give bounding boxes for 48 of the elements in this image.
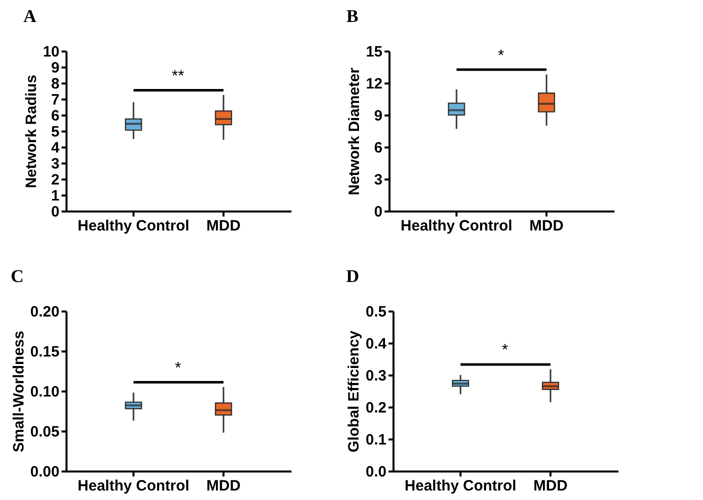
y-tick-label: 0.4	[366, 336, 388, 352]
y-tick-label: 0	[374, 204, 382, 220]
y-tick-label: 12	[366, 76, 382, 92]
y-tick-label: 0.00	[30, 464, 60, 480]
y-tick-label: 2	[51, 172, 60, 188]
y-tick-label: 6	[51, 108, 60, 124]
y-tick-label: 6	[374, 140, 382, 156]
y-tick-label: 10	[42, 44, 60, 60]
y-axis-title: Network Diameter	[346, 68, 363, 196]
y-tick-label: 8	[51, 76, 60, 92]
chart-title: D	[346, 266, 360, 286]
y-tick-label: 9	[51, 60, 60, 76]
y-tick-label: 0.10	[30, 384, 60, 400]
y-tick-label: 9	[374, 108, 382, 124]
chart-title: A	[23, 6, 36, 26]
y-tick-label: 0.3	[366, 368, 386, 384]
y-tick-label: 0.15	[30, 344, 60, 360]
y-tick-label: 0.1	[366, 432, 386, 448]
y-axis-title: Global Efficiency	[346, 330, 363, 452]
x-tick-label: MDD	[206, 218, 241, 234]
x-tick-label: MDD	[533, 478, 568, 494]
y-tick-label: 0.5	[366, 304, 386, 320]
x-tick-label: Healthy Control	[78, 478, 190, 494]
y-tick-label: 1	[51, 188, 60, 204]
chart-title: C	[10, 266, 24, 286]
x-tick-label: Healthy Control	[400, 218, 512, 234]
x-tick-label: Healthy Control	[78, 218, 190, 234]
y-tick-label: 0.20	[30, 304, 60, 320]
y-tick-label: 4	[51, 140, 60, 156]
annotation: *	[174, 360, 182, 377]
x-tick-label: Healthy Control	[404, 478, 516, 494]
annotation: **	[172, 68, 184, 85]
x-tick-label: MDD	[529, 218, 564, 234]
y-tick-label: 3	[51, 156, 60, 172]
y-tick-label: 5	[51, 124, 60, 140]
y-tick-label: 0.05	[30, 424, 60, 440]
annotation: *	[502, 342, 508, 360]
y-tick-label: 7	[51, 92, 60, 108]
y-tick-label: 3	[374, 172, 382, 188]
x-tick-label: MDD	[206, 478, 241, 494]
annotation: *	[498, 47, 504, 64]
y-tick-label: 0.2	[366, 400, 386, 416]
y-tick-label: 0	[51, 204, 60, 220]
y-axis-title: Network Radius	[22, 74, 40, 188]
y-tick-label: 0.0	[366, 464, 386, 480]
y-axis-title: Small-Worldness	[10, 330, 28, 452]
y-tick-label: 15	[366, 44, 382, 60]
chart-title: B	[346, 6, 358, 26]
